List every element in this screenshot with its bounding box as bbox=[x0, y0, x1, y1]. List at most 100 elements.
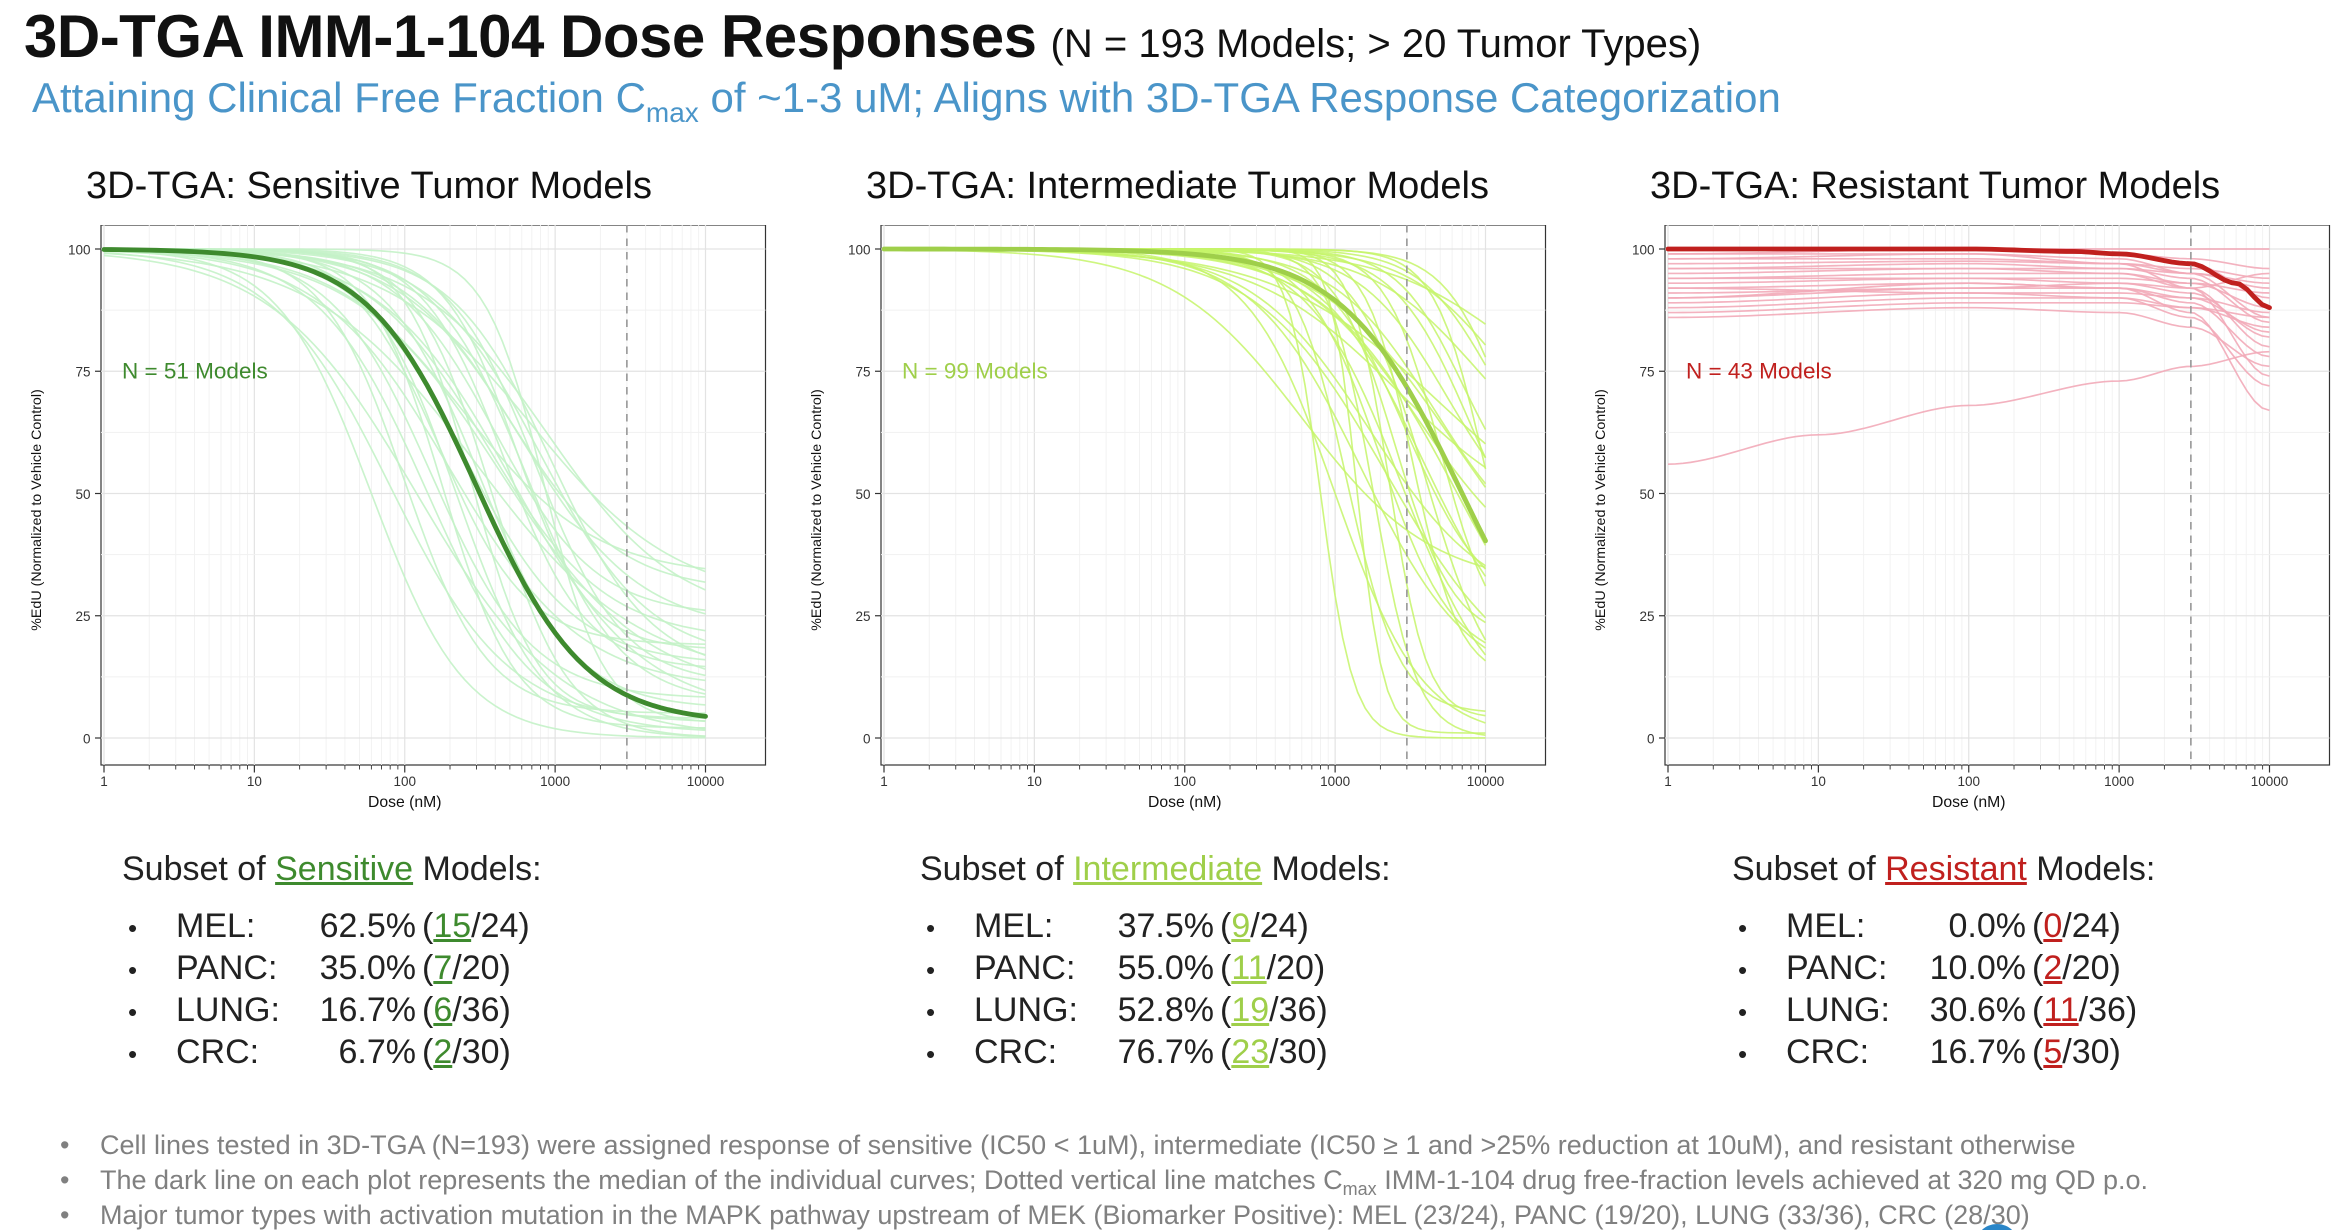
total: /24) bbox=[1250, 907, 1309, 945]
subset-heading-pre: Subset of bbox=[920, 850, 1074, 888]
tumor-type: MEL: bbox=[176, 907, 256, 945]
plot-border bbox=[880, 225, 1547, 766]
page-subtitle: Attaining Clinical Free Fraction Cmax of… bbox=[32, 74, 1781, 129]
footnote-text: The dark line on each plot represents th… bbox=[100, 1165, 1343, 1195]
x-tick-label: 10 bbox=[1811, 774, 1826, 789]
percent: 10.0% bbox=[1929, 949, 2026, 987]
tumor-type: LUNG: bbox=[974, 991, 1078, 1029]
sensitive-subset: Subset of Sensitive Models: • MEL: 62.5% (1… bbox=[122, 850, 542, 1075]
footnote-bullet: • bbox=[60, 1200, 70, 1230]
individual-curve bbox=[103, 249, 706, 570]
x-tick-label: 1 bbox=[100, 774, 108, 789]
count: 19 bbox=[1231, 991, 1270, 1029]
bullet: • bbox=[1738, 955, 1748, 985]
page-title-row: 3D-TGA IMM-1-104 Dose Responses (N = 193 … bbox=[24, 2, 1701, 71]
subset-heading-pre: Subset of bbox=[122, 850, 276, 888]
tumor-type: MEL: bbox=[974, 907, 1054, 945]
resistant-chart-panel: 3D-TGA: Resistant Tumor Models N = 43 Mo… bbox=[1584, 165, 2334, 825]
y-tick-label: 100 bbox=[848, 242, 871, 257]
y-tick-label: 75 bbox=[1639, 365, 1654, 380]
n-models-annotation: N = 43 Models bbox=[1686, 359, 1832, 384]
tumor-type: LUNG: bbox=[1786, 991, 1890, 1029]
chart-plot-group: N = 51 Models 0 25 50 75 100 1 10 100 1000 10000 Do… bbox=[29, 225, 767, 811]
percent: 16.7% bbox=[319, 991, 416, 1029]
fraction: (19/36) bbox=[1220, 991, 1328, 1029]
tumor-type: PANC: bbox=[1786, 949, 1888, 987]
y-axis-label: %EdU (Normalized to Vehicle Control) bbox=[1593, 389, 1609, 631]
fraction: (11/20) bbox=[1220, 949, 1326, 987]
intermediate-subset: Subset of Intermediate Models: • MEL: 37.5… bbox=[920, 850, 1391, 1075]
footnote-text: IMM-1-104 drug free-fraction levels achi… bbox=[1376, 1165, 2149, 1195]
intermediate-subset-list: • MEL: 37.5% (9/24) • PANC: 55.0% (11/20) • LUN… bbox=[920, 907, 1391, 1075]
curves-group bbox=[101, 247, 708, 739]
sensitive-subset-heading: Subset of Sensitive Models: bbox=[122, 850, 542, 889]
curves-group bbox=[881, 246, 1488, 739]
count: 2 bbox=[2043, 949, 2063, 987]
resistant-chart-title: 3D-TGA: Resistant Tumor Models bbox=[1650, 165, 2221, 207]
count: 5 bbox=[2043, 1033, 2063, 1071]
subset-category-resistant: Resistant bbox=[1885, 850, 2027, 888]
y-tick-label: 25 bbox=[855, 609, 870, 624]
count: 11 bbox=[1231, 949, 1267, 987]
fraction: (9/24) bbox=[1220, 907, 1309, 945]
y-tick-label: 0 bbox=[863, 731, 871, 746]
x-axis-label: Dose (nM) bbox=[1932, 794, 2006, 811]
subtitle-sub: max bbox=[645, 97, 699, 128]
subset-row: • PANC: 35.0% (7/20) bbox=[122, 949, 542, 991]
subset-row: • LUNG: 52.8% (19/36) bbox=[920, 991, 1391, 1033]
bullet: • bbox=[128, 913, 138, 943]
individual-curve bbox=[103, 250, 706, 682]
bullet: • bbox=[128, 1039, 138, 1069]
fraction: (5/30) bbox=[2032, 1033, 2121, 1071]
individual-curve bbox=[1667, 287, 2270, 358]
chart-plot-group: N = 99 Models 0 25 50 75 100 1 10 100 1000 10000 Do… bbox=[809, 225, 1547, 811]
subtitle-post: of ~1-3 uM; Aligns with 3D-TGA Response … bbox=[698, 74, 1781, 121]
bullet: • bbox=[128, 997, 138, 1027]
page-title: 3D-TGA IMM-1-104 Dose Responses bbox=[24, 3, 1037, 70]
subset-row: • MEL: 0.0% (0/24) bbox=[1732, 907, 2155, 949]
total: /30) bbox=[452, 1033, 511, 1071]
percent: 0.0% bbox=[1948, 907, 2027, 945]
subset-heading-post: Models: bbox=[1262, 850, 1391, 888]
individual-curve bbox=[103, 252, 706, 656]
y-axis-label: %EdU (Normalized to Vehicle Control) bbox=[809, 389, 825, 631]
count: 7 bbox=[433, 949, 453, 987]
individual-curve bbox=[1668, 277, 2270, 338]
y-tick-label: 50 bbox=[1639, 487, 1654, 502]
intermediate-chart-panel: 3D-TGA: Intermediate Tumor Models N = 99… bbox=[800, 165, 1580, 825]
x-tick-label: 10000 bbox=[687, 774, 725, 789]
individual-curve bbox=[1667, 350, 2270, 465]
individual-curve bbox=[1667, 282, 2270, 412]
median-curve bbox=[101, 247, 708, 719]
footnote-bullet: • bbox=[60, 1130, 70, 1160]
sensitive-chart: N = 51 Models 0 25 50 75 100 1 10 100 1000 10000 Do… bbox=[29, 225, 767, 811]
subset-row: • LUNG: 16.7% (6/36) bbox=[122, 991, 542, 1033]
x-tick-label: 100 bbox=[393, 774, 416, 789]
n-models-annotation: N = 51 Models bbox=[122, 359, 268, 384]
individual-curve bbox=[1668, 257, 2270, 289]
subset-row: • PANC: 10.0% (2/20) bbox=[1732, 949, 2155, 991]
footnote-text: Cell lines tested in 3D-TGA (N=193) were… bbox=[100, 1130, 2076, 1160]
y-tick-label: 100 bbox=[1632, 242, 1655, 257]
x-tick-label: 10000 bbox=[1467, 774, 1505, 789]
individual-curve bbox=[1667, 272, 2270, 348]
bullet: • bbox=[926, 955, 936, 985]
bullet: • bbox=[926, 913, 936, 943]
total: /30) bbox=[1269, 1033, 1328, 1071]
individual-curve bbox=[103, 249, 706, 732]
total: /24) bbox=[471, 907, 530, 945]
individual-curve bbox=[1668, 260, 2270, 280]
subtitle-pre: Attaining Clinical Free Fraction C bbox=[32, 74, 646, 121]
chart-plot-group: N = 43 Models 0 25 50 75 100 1 10 100 1000 10000 Do… bbox=[1593, 225, 2331, 811]
bullet: • bbox=[926, 997, 936, 1027]
x-tick-label: 1 bbox=[880, 774, 888, 789]
intermediate-chart: N = 99 Models 0 25 50 75 100 1 10 100 1000 10000 Do… bbox=[809, 225, 1547, 811]
percent: 37.5% bbox=[1117, 907, 1214, 945]
footnote-bullet: • bbox=[60, 1165, 70, 1195]
x-tick-label: 100 bbox=[1173, 774, 1196, 789]
subset-row: • CRC: 6.7% (2/30) bbox=[122, 1033, 542, 1075]
percent: 30.6% bbox=[1929, 991, 2026, 1029]
individual-curve bbox=[1667, 262, 2270, 324]
bullet: • bbox=[926, 1039, 936, 1069]
subset-row: • LUNG: 30.6% (11/36) bbox=[1732, 991, 2155, 1033]
